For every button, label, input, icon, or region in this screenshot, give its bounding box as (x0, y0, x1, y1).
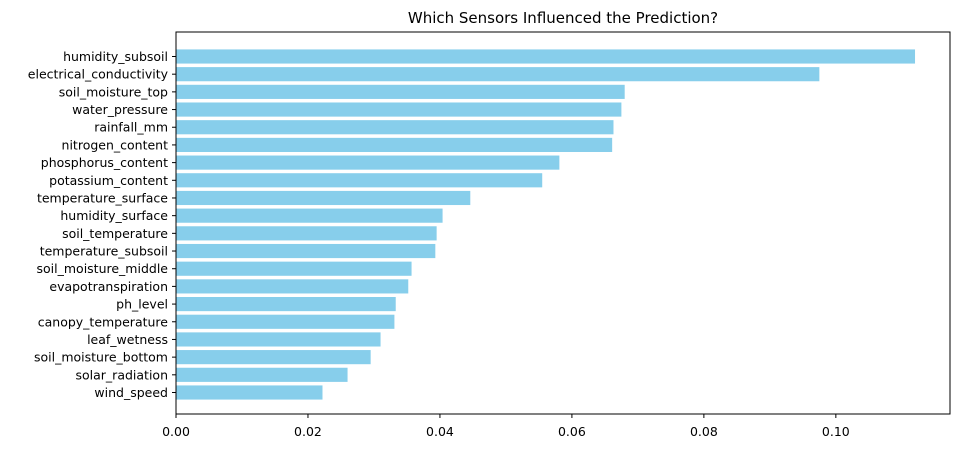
x-tick-label: 0.08 (690, 424, 718, 439)
bar-electrical-conductivity (176, 67, 820, 82)
y-tick-label: rainfall_mm (94, 120, 168, 135)
x-tick-label: 0.06 (558, 424, 586, 439)
plot-frame (175, 31, 951, 415)
bar-water-pressure (176, 102, 622, 117)
y-tick-label: solar_radiation (76, 367, 169, 382)
y-tick-label: temperature_surface (37, 190, 168, 205)
x-tick-label: 0.10 (822, 424, 850, 439)
x-axis-ticks: 0.00 0.02 0.04 0.06 0.08 0.10 (162, 414, 850, 439)
bar-potassium-content (176, 173, 543, 188)
y-tick-label: soil_moisture_middle (37, 261, 169, 276)
x-tick-label: 0.00 (162, 424, 190, 439)
y-tick-label: electrical_conductivity (28, 67, 169, 82)
bar-wind-speed (176, 385, 323, 400)
y-tick-label: leaf_wetness (87, 332, 168, 347)
bar-ph-level (176, 297, 396, 312)
bar-phosphorus-content (176, 155, 560, 170)
bar-humidity-subsoil (176, 49, 916, 64)
y-tick-label: evapotranspiration (49, 279, 168, 294)
bar-temperature-subsoil (176, 243, 436, 259)
x-tick-label: 0.04 (426, 424, 454, 439)
bars-layer (176, 49, 916, 400)
y-tick-label: canopy_temperature (38, 314, 169, 329)
y-tick-labels: humidity_subsoil electrical_conductivitys… (28, 49, 176, 400)
y-tick-label: phosphorus_content (41, 155, 168, 170)
y-tick-label: humidity_surface (60, 208, 168, 223)
bar-nitrogen-content (176, 137, 613, 152)
y-tick-label: humidity_subsoil (63, 49, 168, 64)
y-tick-label: water_pressure (72, 102, 168, 117)
bar-soil-temperature (176, 226, 437, 241)
y-tick-label: potassium_content (49, 173, 168, 188)
bar-humidity-surface (176, 208, 443, 223)
bar-leaf-wetness (176, 332, 381, 347)
bar-temperature-surface (176, 190, 471, 206)
bar-evapotranspiration (176, 279, 409, 294)
chart-title: Which Sensors Influenced the Prediction? (408, 9, 718, 27)
y-tick-label: soil_temperature (62, 226, 168, 241)
y-tick-label: ph_level (116, 297, 168, 312)
y-tick-label: temperature_subsoil (40, 244, 168, 259)
y-tick-label: soil_moisture_bottom (34, 350, 168, 365)
y-tick-label: soil_moisture_top (59, 84, 168, 99)
bar-soil-moisture-bottom (176, 350, 371, 365)
y-tick-label: nitrogen_content (62, 137, 169, 152)
x-tick-label: 0.02 (294, 424, 322, 439)
bar-soil-moisture-top (176, 84, 625, 99)
bar-canopy-temperature (176, 314, 395, 329)
bar-rainfall-mm (176, 120, 614, 135)
y-tick-label: wind_speed (94, 385, 168, 400)
bar-solar-radiation (176, 367, 348, 382)
bar-soil-moisture-middle (176, 261, 412, 276)
